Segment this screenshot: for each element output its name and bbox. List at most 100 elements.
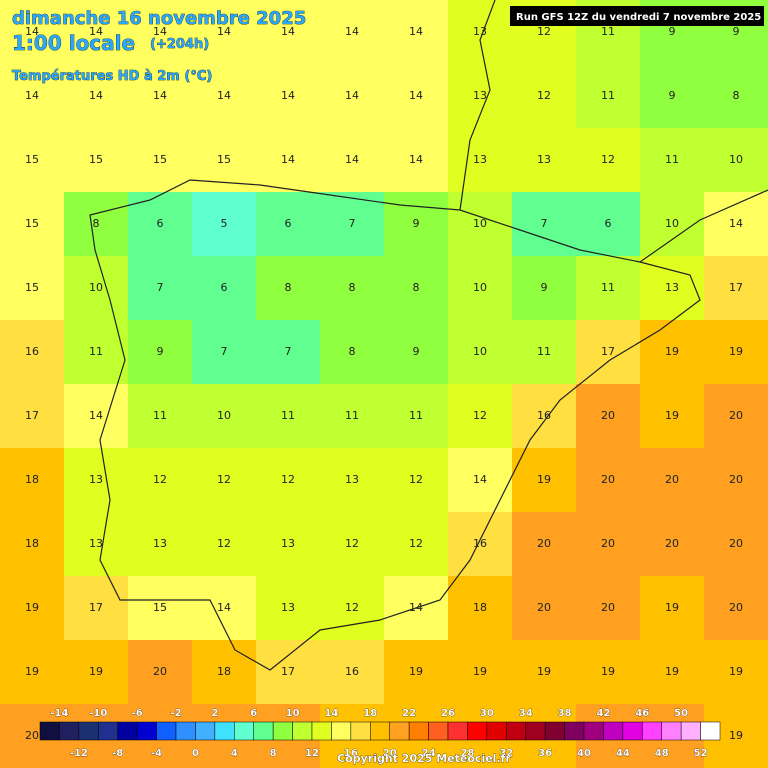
- temperature-cell: [320, 384, 384, 448]
- temperature-cell: [512, 128, 576, 192]
- temperature-cell: [448, 0, 512, 64]
- temperature-value: 16: [345, 665, 359, 678]
- legend-swatch: [311, 721, 332, 741]
- temperature-cell: [64, 448, 128, 512]
- temperature-cell: [320, 448, 384, 512]
- temperature-value: 12: [409, 537, 423, 550]
- legend-tick-label: 20: [383, 748, 397, 759]
- temperature-cell: [128, 512, 192, 576]
- legend-swatch: [350, 721, 371, 741]
- temperature-cell: [256, 256, 320, 320]
- temperature-cell: [128, 128, 192, 192]
- temperature-value: 16: [537, 409, 551, 422]
- temperature-value: 12: [217, 537, 231, 550]
- temperature-cell: [384, 0, 448, 64]
- legend-swatch: [583, 721, 604, 741]
- temperature-value: 6: [221, 281, 228, 294]
- valid-time: 1:00 locale: [12, 31, 135, 55]
- temperature-cell: [64, 64, 128, 128]
- temperature-cell: [576, 256, 640, 320]
- temperature-cell: [0, 128, 64, 192]
- temperature-cell: [64, 512, 128, 576]
- temperature-value: 13: [89, 537, 103, 550]
- temperature-cell: [0, 512, 64, 576]
- temperature-value: 8: [349, 281, 356, 294]
- temperature-cell: [640, 576, 704, 640]
- temperature-value: 14: [409, 89, 423, 102]
- temperature-value: 13: [473, 153, 487, 166]
- temperature-cell: [512, 320, 576, 384]
- temperature-value: 9: [413, 345, 420, 358]
- temperature-value: 10: [473, 345, 487, 358]
- temperature-value: 10: [473, 281, 487, 294]
- temperature-cell: [576, 128, 640, 192]
- field-name: Températures HD à 2m (°C): [12, 69, 212, 84]
- legend-tick-label: 30: [480, 708, 494, 719]
- temperature-cell: [576, 64, 640, 128]
- temperature-value: 12: [473, 409, 487, 422]
- temperature-cell: [192, 256, 256, 320]
- temperature-cell: [192, 192, 256, 256]
- temperature-value: 15: [89, 153, 103, 166]
- legend-tick-label: 0: [192, 748, 199, 759]
- legend-tick-label: 32: [499, 748, 513, 759]
- temperature-cell: [192, 384, 256, 448]
- temperature-cell: [64, 640, 128, 704]
- lead-time: (+204h): [150, 37, 209, 52]
- temperature-cell: [320, 192, 384, 256]
- temperature-cell: [512, 384, 576, 448]
- legend-swatch: [292, 721, 313, 741]
- legend-swatch: [603, 721, 624, 741]
- temperature-cell: [320, 256, 384, 320]
- legend-swatch: [117, 721, 138, 741]
- legend-swatch: [234, 721, 254, 741]
- temperature-cell: [704, 640, 768, 704]
- temperature-cell: [192, 640, 256, 704]
- temperature-cell: [704, 256, 768, 320]
- temperature-cell: [256, 512, 320, 576]
- legend-tick-label: 48: [655, 748, 669, 759]
- temperature-value: 14: [89, 409, 103, 422]
- legend-swatch: [136, 721, 157, 741]
- temperature-value: 19: [409, 665, 423, 678]
- temperature-cell: [0, 320, 64, 384]
- temperature-cell: [704, 512, 768, 576]
- temperature-cell: [704, 128, 768, 192]
- temperature-cell: [128, 256, 192, 320]
- temperature-cell: [704, 448, 768, 512]
- legend-swatch: [195, 721, 216, 741]
- legend-swatch: [253, 721, 274, 741]
- temperature-cell: [384, 640, 448, 704]
- legend-swatch: [39, 721, 60, 741]
- temperature-cell: [448, 448, 512, 512]
- temperature-value: 14: [153, 89, 167, 102]
- temperature-cell: [576, 192, 640, 256]
- temperature-cell: [256, 192, 320, 256]
- france-coast: [459, 0, 768, 263]
- legend-tick-label: 12: [305, 748, 319, 759]
- temperature-cell: [0, 384, 64, 448]
- temperature-value: 20: [729, 473, 743, 486]
- legend-tick-label: 4: [231, 748, 238, 759]
- temperature-value: 17: [601, 345, 615, 358]
- temperature-value: 13: [281, 601, 295, 614]
- temperature-cell: [128, 0, 192, 64]
- temperature-cell: [448, 640, 512, 704]
- temperature-cell: [704, 192, 768, 256]
- temperature-value: 9: [541, 281, 548, 294]
- temperature-value: 8: [413, 281, 420, 294]
- run-label: Run GFS 12Z du vendredi 7 novembre 2025: [516, 12, 761, 23]
- temperature-value: 14: [217, 25, 231, 38]
- temperature-value: 20: [601, 409, 615, 422]
- temperature-cell: [256, 320, 320, 384]
- temperature-value: 10: [217, 409, 231, 422]
- temperature-value: 19: [665, 345, 679, 358]
- temperature-cell: [640, 512, 704, 576]
- temperature-cell: [640, 64, 704, 128]
- temperature-cell: [64, 0, 128, 64]
- temperature-value: 18: [25, 537, 39, 550]
- legend-swatch: [680, 721, 701, 741]
- temperature-value: 6: [157, 217, 164, 230]
- temperature-cell: [448, 320, 512, 384]
- temperature-cell: [448, 384, 512, 448]
